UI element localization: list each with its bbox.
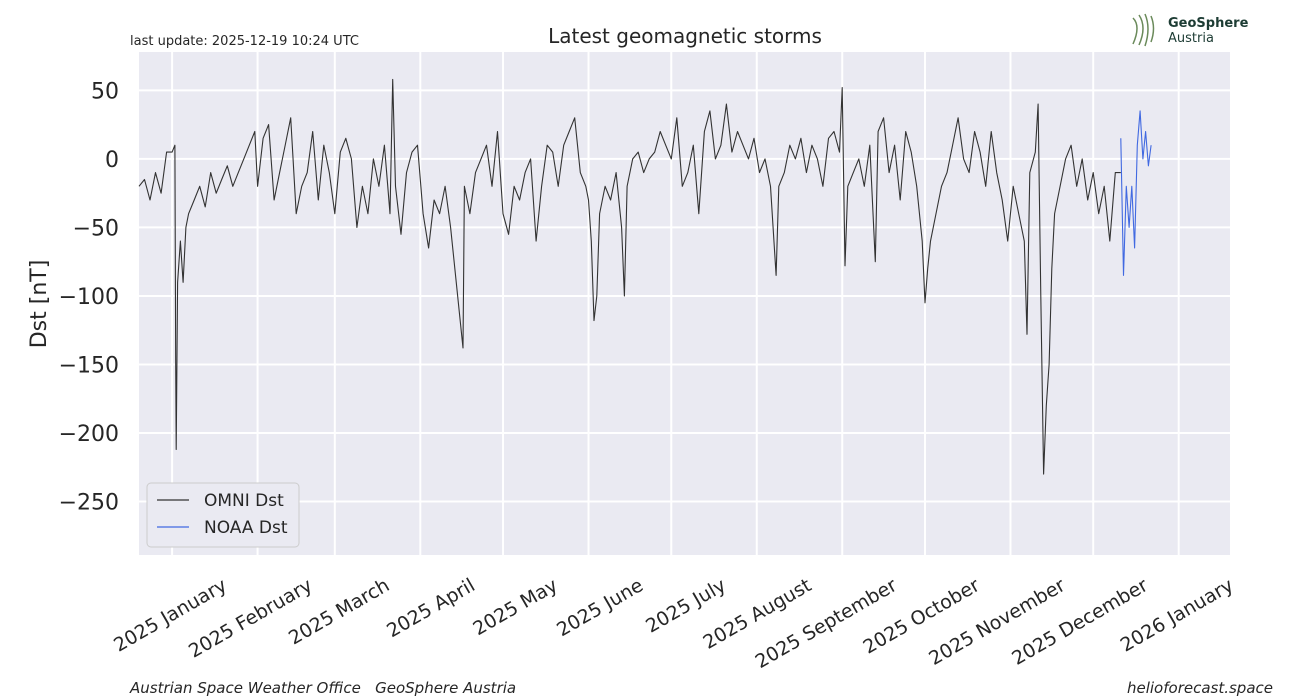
lines (138, 78, 1152, 475)
y-tick-label: −250 (59, 491, 119, 516)
y-axis-label: Dst [nT] (27, 260, 52, 349)
grid (139, 52, 1230, 555)
data-line (1120, 110, 1152, 276)
logo: GeoSphere Austria (1132, 13, 1249, 47)
legend: OMNI Dst NOAA Dst (146, 482, 300, 548)
data-line (138, 78, 1121, 475)
y-tick-label: −100 (59, 285, 119, 310)
footer-left: Austrian Space Weather Office GeoSphere … (129, 679, 516, 697)
x-tick-label: 2025 June (553, 574, 647, 641)
logo-text: GeoSphere (1168, 16, 1249, 31)
x-tick-label: 2025 May (469, 574, 561, 640)
subtitle: last update: 2025-12-19 10:24 UTC (130, 34, 359, 49)
y-tick-label: −200 (59, 422, 119, 447)
x-tick-label: 2025 April (383, 574, 479, 642)
plot-area (139, 52, 1230, 555)
logo-icon (1132, 13, 1155, 47)
y-tick-label: 50 (91, 79, 119, 104)
x-tick-label: 2025 September (752, 574, 901, 673)
footer-right: helioforecast.space (1127, 679, 1273, 697)
legend-box (146, 482, 300, 548)
x-tick-label: 2025 December (1008, 574, 1152, 670)
y-tick-label: −50 (73, 216, 119, 241)
y-tick-label: 0 (105, 148, 119, 173)
logo-text: Austria (1168, 31, 1214, 46)
chart-title: Latest geomagnetic storms (548, 24, 822, 48)
legend-label: OMNI Dst (204, 491, 284, 511)
legend-label: NOAA Dst (204, 518, 288, 538)
y-tick-label: −150 (59, 353, 119, 378)
